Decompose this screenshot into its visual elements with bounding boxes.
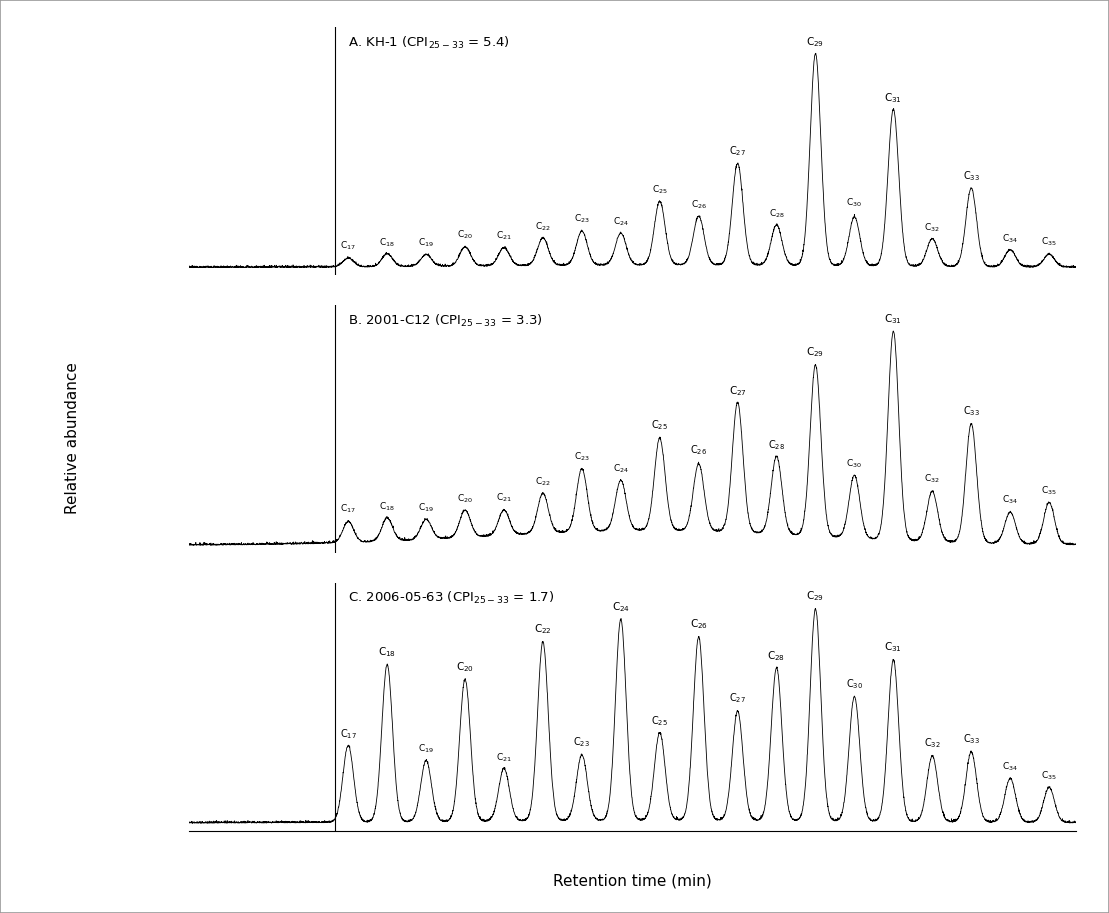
Text: C$_{32}$: C$_{32}$ <box>924 737 940 750</box>
Text: C$_{18}$: C$_{18}$ <box>378 645 396 659</box>
Text: Relative abundance: Relative abundance <box>64 362 80 514</box>
Text: C$_{26}$: C$_{26}$ <box>690 617 708 631</box>
Text: C$_{30}$: C$_{30}$ <box>846 457 863 470</box>
Text: A. KH-1 (CPI$_{25-33}$ = 5.4): A. KH-1 (CPI$_{25-33}$ = 5.4) <box>348 35 510 51</box>
Text: C$_{18}$: C$_{18}$ <box>379 500 395 513</box>
Text: C$_{19}$: C$_{19}$ <box>418 236 434 248</box>
Text: C$_{31}$: C$_{31}$ <box>884 641 903 655</box>
Text: C$_{31}$: C$_{31}$ <box>884 91 903 105</box>
Text: C$_{31}$: C$_{31}$ <box>884 312 903 326</box>
Text: C$_{25}$: C$_{25}$ <box>652 184 668 196</box>
Text: C$_{22}$: C$_{22}$ <box>535 220 551 233</box>
Text: C$_{22}$: C$_{22}$ <box>535 623 552 636</box>
Text: C$_{24}$: C$_{24}$ <box>613 463 629 476</box>
Text: C$_{21}$: C$_{21}$ <box>496 230 512 243</box>
Text: C$_{35}$: C$_{35}$ <box>1041 770 1057 782</box>
Text: C$_{21}$: C$_{21}$ <box>496 751 512 763</box>
Text: C$_{23}$: C$_{23}$ <box>574 213 590 225</box>
Text: C$_{23}$: C$_{23}$ <box>574 450 590 463</box>
Text: C$_{26}$: C$_{26}$ <box>691 199 706 211</box>
Text: C$_{32}$: C$_{32}$ <box>925 473 940 486</box>
Text: C$_{27}$: C$_{27}$ <box>729 144 746 158</box>
Text: C$_{28}$: C$_{28}$ <box>767 437 785 452</box>
Text: C$_{35}$: C$_{35}$ <box>1041 484 1057 497</box>
Text: C$_{20}$: C$_{20}$ <box>457 229 474 241</box>
Text: C$_{26}$: C$_{26}$ <box>690 443 708 456</box>
Text: C$_{25}$: C$_{25}$ <box>651 418 669 432</box>
Text: C$_{25}$: C$_{25}$ <box>651 714 669 728</box>
Text: C$_{17}$: C$_{17}$ <box>340 239 356 252</box>
Text: C$_{28}$: C$_{28}$ <box>767 649 785 663</box>
Text: C$_{21}$: C$_{21}$ <box>496 492 512 504</box>
Text: C$_{22}$: C$_{22}$ <box>535 476 551 488</box>
Text: C. 2006-05-63 (CPI$_{25-33}$ = 1.7): C. 2006-05-63 (CPI$_{25-33}$ = 1.7) <box>348 591 554 606</box>
Text: C$_{18}$: C$_{18}$ <box>379 236 395 248</box>
Text: C$_{34}$: C$_{34}$ <box>1003 232 1018 245</box>
Text: C$_{29}$: C$_{29}$ <box>806 590 824 603</box>
Text: C$_{17}$: C$_{17}$ <box>340 503 356 515</box>
Text: C$_{33}$: C$_{33}$ <box>963 404 979 418</box>
Text: C$_{19}$: C$_{19}$ <box>418 743 434 755</box>
Text: C$_{28}$: C$_{28}$ <box>769 207 784 220</box>
Text: C$_{33}$: C$_{33}$ <box>963 732 979 746</box>
Text: C$_{33}$: C$_{33}$ <box>963 169 979 183</box>
Text: C$_{32}$: C$_{32}$ <box>925 221 940 234</box>
Text: B. 2001-C12 (CPI$_{25-33}$ = 3.3): B. 2001-C12 (CPI$_{25-33}$ = 3.3) <box>348 312 543 329</box>
Text: C$_{24}$: C$_{24}$ <box>612 600 630 614</box>
Text: C$_{20}$: C$_{20}$ <box>457 493 474 505</box>
Text: C$_{17}$: C$_{17}$ <box>339 727 357 740</box>
Text: Retention time (min): Retention time (min) <box>552 874 712 888</box>
Text: C$_{23}$: C$_{23}$ <box>573 735 590 749</box>
Text: C$_{29}$: C$_{29}$ <box>806 345 824 359</box>
Text: C$_{34}$: C$_{34}$ <box>1003 493 1018 506</box>
Text: C$_{27}$: C$_{27}$ <box>729 383 746 398</box>
Text: C$_{35}$: C$_{35}$ <box>1041 235 1057 247</box>
Text: C$_{34}$: C$_{34}$ <box>1003 761 1018 772</box>
Text: C$_{30}$: C$_{30}$ <box>846 196 863 209</box>
Text: C$_{30}$: C$_{30}$ <box>846 677 863 691</box>
Text: C$_{20}$: C$_{20}$ <box>456 660 474 674</box>
Text: C$_{29}$: C$_{29}$ <box>806 35 824 49</box>
Text: C$_{19}$: C$_{19}$ <box>418 501 434 514</box>
Text: C$_{27}$: C$_{27}$ <box>729 691 746 705</box>
Text: C$_{24}$: C$_{24}$ <box>613 215 629 228</box>
